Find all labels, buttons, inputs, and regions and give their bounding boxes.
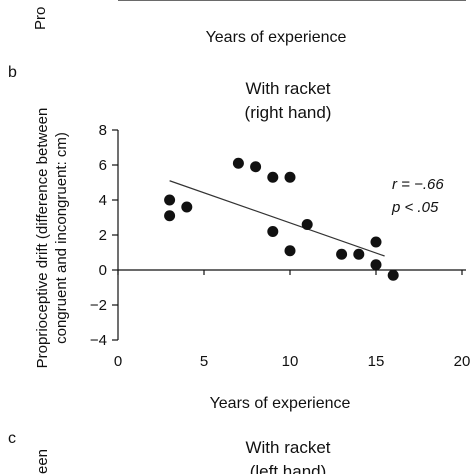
data-point	[336, 248, 348, 260]
y-tick-label: 2	[99, 227, 107, 244]
data-point	[301, 219, 313, 230]
y-tick-label: 4	[99, 192, 107, 209]
data-point	[353, 248, 365, 260]
panel-a-xlabel: Years of experience	[206, 29, 347, 46]
y-tick-label: 8	[99, 122, 107, 139]
panel-b-letter: b	[8, 64, 17, 81]
y-tick-label: −4	[90, 332, 107, 349]
data-point	[164, 194, 176, 206]
chart-subtitle: (right hand)	[245, 103, 332, 122]
data-point	[284, 245, 296, 257]
data-point	[232, 157, 244, 169]
trendline-group	[169, 180, 385, 257]
data-point	[370, 259, 382, 271]
y-axis-label-line2: congruent and incongruent: cm)	[53, 132, 70, 344]
panel-c-letter: c	[8, 430, 16, 447]
x-tick-label: 10	[282, 353, 299, 370]
data-point	[164, 210, 176, 222]
data-point	[181, 201, 193, 213]
panel-c-title: With racket	[245, 438, 330, 457]
axes	[117, 130, 466, 340]
data-point	[267, 226, 279, 237]
panel-a-ylabel: Pro	[32, 7, 49, 30]
y-tick-label: −2	[90, 297, 107, 314]
panel-c: c With racket (left hand) een	[8, 430, 331, 474]
panel-c-subtitle: (left hand)	[250, 462, 327, 474]
stat-p: p < .05	[391, 199, 439, 216]
data-point	[387, 269, 399, 281]
y-tick-label: 0	[99, 262, 107, 279]
data-point	[284, 171, 296, 183]
data-point	[370, 236, 382, 248]
y-axis-label-line1: Proprioceptive drift (difference between	[34, 108, 51, 369]
y-tick-label: 6	[99, 157, 107, 174]
x-tick-label: 5	[200, 353, 208, 370]
stat-r: r = −.66	[392, 176, 444, 193]
x-tick-label: 0	[114, 353, 122, 370]
data-point	[250, 161, 262, 173]
y-ticks: −4 −2 0 2 4 6 8	[90, 122, 118, 349]
panel-b: b With racket (right hand) Proprioceptiv…	[8, 64, 470, 412]
trendline	[169, 180, 385, 257]
chart-title: With racket	[245, 79, 330, 98]
x-ticks: 0 5 10 15 20	[114, 270, 471, 370]
data-points	[164, 157, 399, 281]
x-tick-label: 15	[368, 353, 385, 370]
panel-c-ylabel: een	[34, 449, 51, 474]
x-tick-label: 20	[454, 353, 471, 370]
x-axis-label: Years of experience	[210, 395, 351, 412]
data-point	[267, 171, 279, 183]
panel-a: Pro Years of experience	[32, 0, 466, 46]
